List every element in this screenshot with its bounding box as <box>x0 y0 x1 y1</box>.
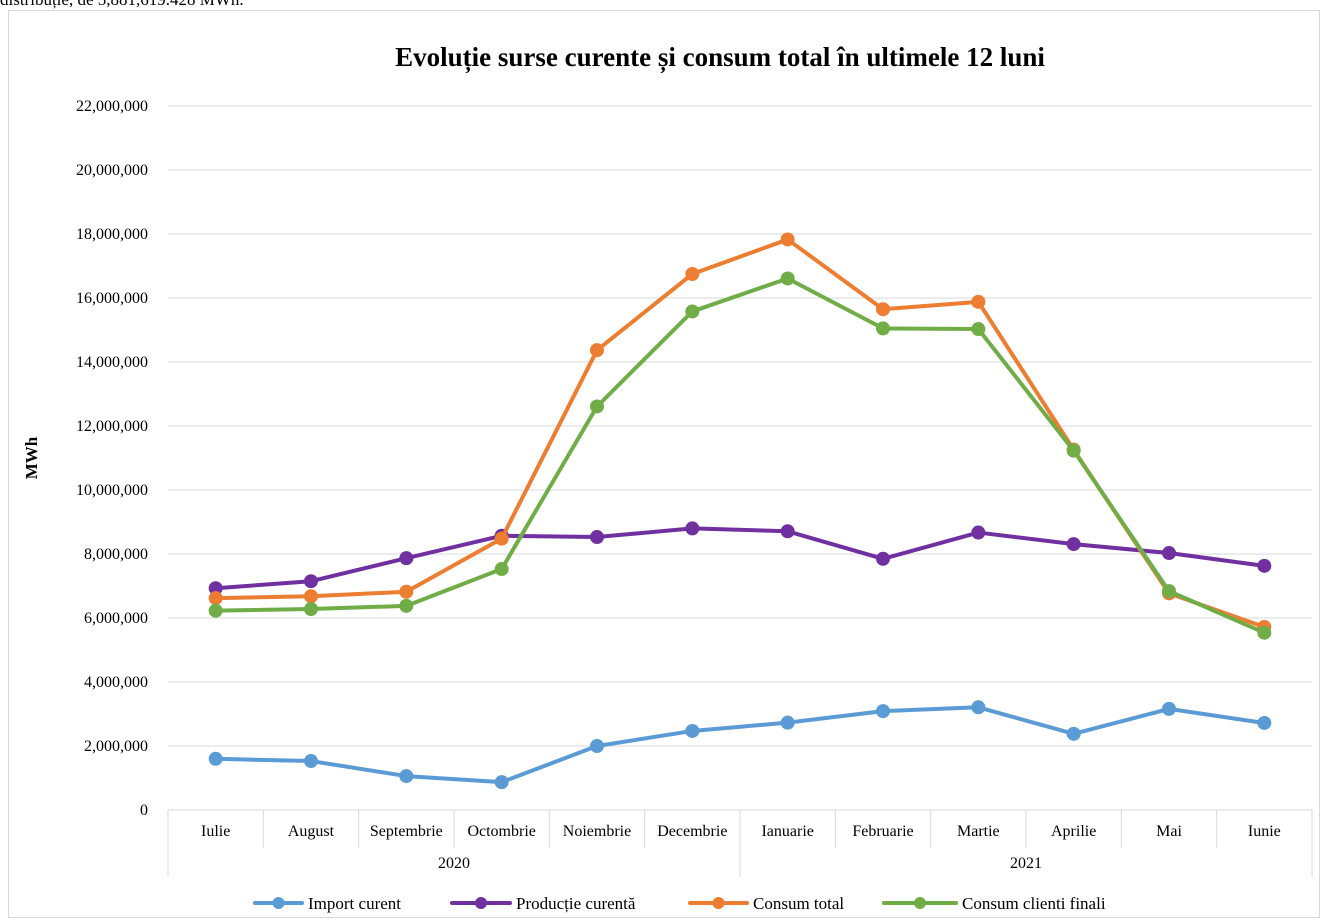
data-point <box>1257 558 1272 573</box>
data-point <box>304 589 318 604</box>
data-point <box>971 525 986 540</box>
legend-label: Consum clienti finali <box>962 894 1106 913</box>
group-label: 2020 <box>438 855 470 872</box>
y-tick-label: 16,000,000 <box>76 290 148 307</box>
legend-label: Consum total <box>753 894 844 913</box>
y-tick-label: 8,000,000 <box>84 546 148 563</box>
data-point <box>1162 701 1176 716</box>
data-point <box>780 271 795 286</box>
data-point <box>1162 584 1176 599</box>
y-axis-label: MWh <box>22 436 41 479</box>
data-point <box>494 562 509 577</box>
data-point <box>971 700 986 715</box>
data-point <box>304 754 318 769</box>
data-point <box>876 704 890 719</box>
data-point <box>399 584 414 599</box>
x-tick-label: Ianuarie <box>761 823 813 840</box>
data-point <box>494 775 509 790</box>
x-tick-label: Iulie <box>201 823 230 840</box>
x-tick-label: Octombrie <box>467 823 535 840</box>
data-point <box>304 602 318 617</box>
data-point <box>399 769 414 784</box>
data-point <box>399 598 414 613</box>
series-line <box>213 705 1267 785</box>
data-point <box>590 530 604 545</box>
data-point <box>1066 726 1081 741</box>
data-point <box>1257 625 1272 640</box>
y-tick-label: 14,000,000 <box>76 354 148 371</box>
data-point <box>208 603 223 618</box>
data-point <box>780 715 795 730</box>
group-label: 2021 <box>1010 855 1042 872</box>
data-point <box>1066 537 1081 552</box>
data-point <box>780 524 795 539</box>
data-point <box>876 321 890 336</box>
x-tick-label: Iunie <box>1248 823 1281 840</box>
chart-frame <box>8 10 1320 918</box>
x-tick-label: Martie <box>957 823 1000 840</box>
x-tick-label: Aprilie <box>1051 823 1096 840</box>
series-line <box>213 526 1267 591</box>
data-point <box>399 551 414 566</box>
data-point <box>1162 546 1176 561</box>
series-line <box>213 276 1267 635</box>
x-tick-label: Februarie <box>852 823 913 840</box>
data-point <box>208 591 223 606</box>
y-tick-label: 0 <box>140 802 148 819</box>
legend-label: Import curent <box>308 894 401 913</box>
data-point <box>590 739 604 753</box>
legend-label: Producție curentă <box>516 894 636 913</box>
chart-title: Evoluție surse curente și consum total î… <box>395 42 1045 73</box>
data-point <box>494 531 509 546</box>
y-tick-label: 20,000,000 <box>76 162 148 179</box>
data-point <box>876 551 890 566</box>
data-point <box>876 302 890 317</box>
y-tick-label: 18,000,000 <box>76 226 148 243</box>
y-tick-label: 4,000,000 <box>84 674 148 691</box>
legend-swatch-marker <box>914 897 926 909</box>
x-tick-label: Noiembrie <box>563 823 631 840</box>
data-point <box>1257 715 1272 730</box>
legend-swatch-marker <box>475 897 487 909</box>
data-point <box>971 322 986 337</box>
data-point <box>590 399 604 414</box>
data-point <box>1066 443 1081 458</box>
x-tick-label: Septembrie <box>370 823 443 840</box>
data-point <box>208 751 223 766</box>
data-point <box>685 723 700 738</box>
legend-swatch-marker <box>272 897 285 909</box>
legend-swatch-marker <box>712 897 725 909</box>
y-tick-label: 6,000,000 <box>84 610 148 627</box>
data-point <box>971 294 986 309</box>
top-text: distribuție, de 5,881,619.428 MWh. <box>0 0 244 10</box>
x-tick-label: Mai <box>1156 823 1182 840</box>
x-tick-label: August <box>288 823 335 840</box>
x-tick-label: Decembrie <box>657 823 727 840</box>
y-tick-label: 10,000,000 <box>76 482 148 499</box>
data-point <box>590 343 604 358</box>
data-point <box>685 267 700 281</box>
data-point <box>780 232 795 247</box>
y-tick-label: 12,000,000 <box>76 418 148 435</box>
data-point <box>304 574 318 589</box>
y-tick-label: 2,000,000 <box>84 738 148 755</box>
data-point <box>685 521 700 536</box>
data-point <box>685 304 700 319</box>
y-tick-label: 22,000,000 <box>76 98 148 115</box>
